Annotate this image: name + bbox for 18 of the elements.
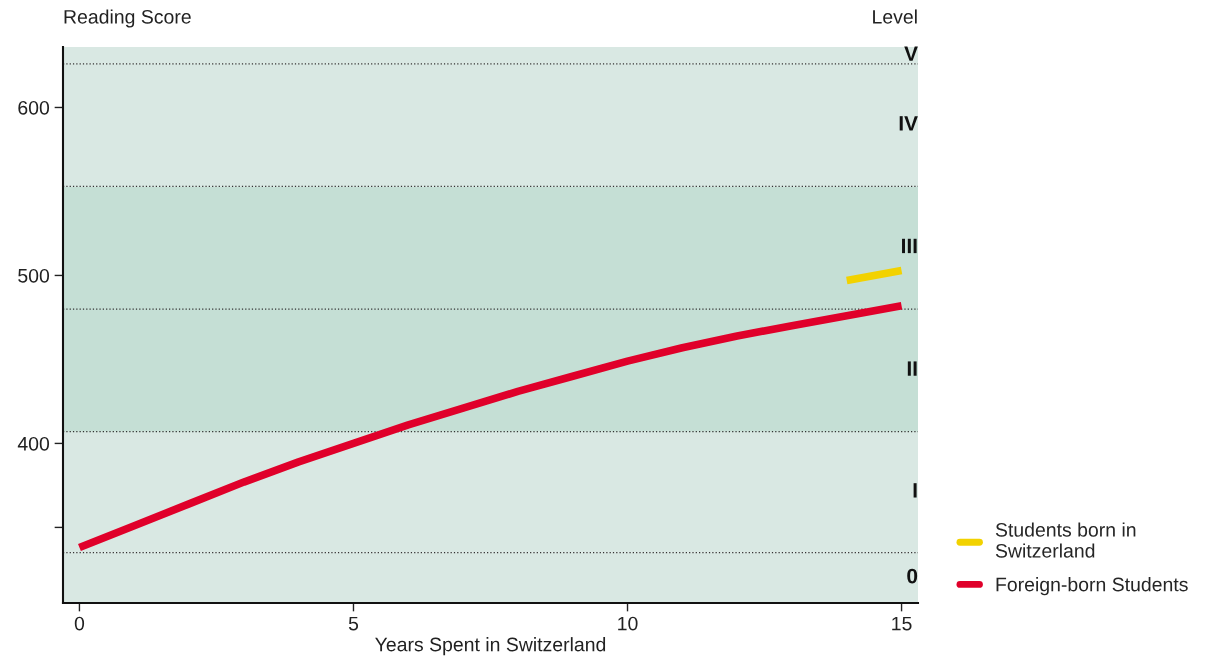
band-label: I [913, 483, 917, 498]
y-tick-label: 500 [18, 268, 50, 283]
y-axis-title: Reading Score [64, 9, 191, 28]
band-label: IV [899, 116, 918, 131]
y-tick-label: 600 [18, 100, 50, 115]
x-tick-label: 5 [348, 616, 359, 631]
y2-axis-title: Level [873, 9, 917, 24]
x-tick-label: 0 [74, 616, 85, 631]
legend-label: Students born in Switzerland [995, 522, 1136, 558]
x-tick-label: 15 [892, 616, 912, 631]
band-label: II [907, 361, 917, 376]
x-axis-title: Years Spent in Switzerland [375, 637, 606, 656]
x-tick-label: 10 [618, 616, 638, 631]
band-label: 0 [907, 568, 918, 584]
band-label: V [904, 46, 918, 61]
legend-label: Foreign-born Students [996, 577, 1188, 596]
band-label: III [902, 238, 917, 254]
y-tick-label: 400 [17, 436, 50, 451]
